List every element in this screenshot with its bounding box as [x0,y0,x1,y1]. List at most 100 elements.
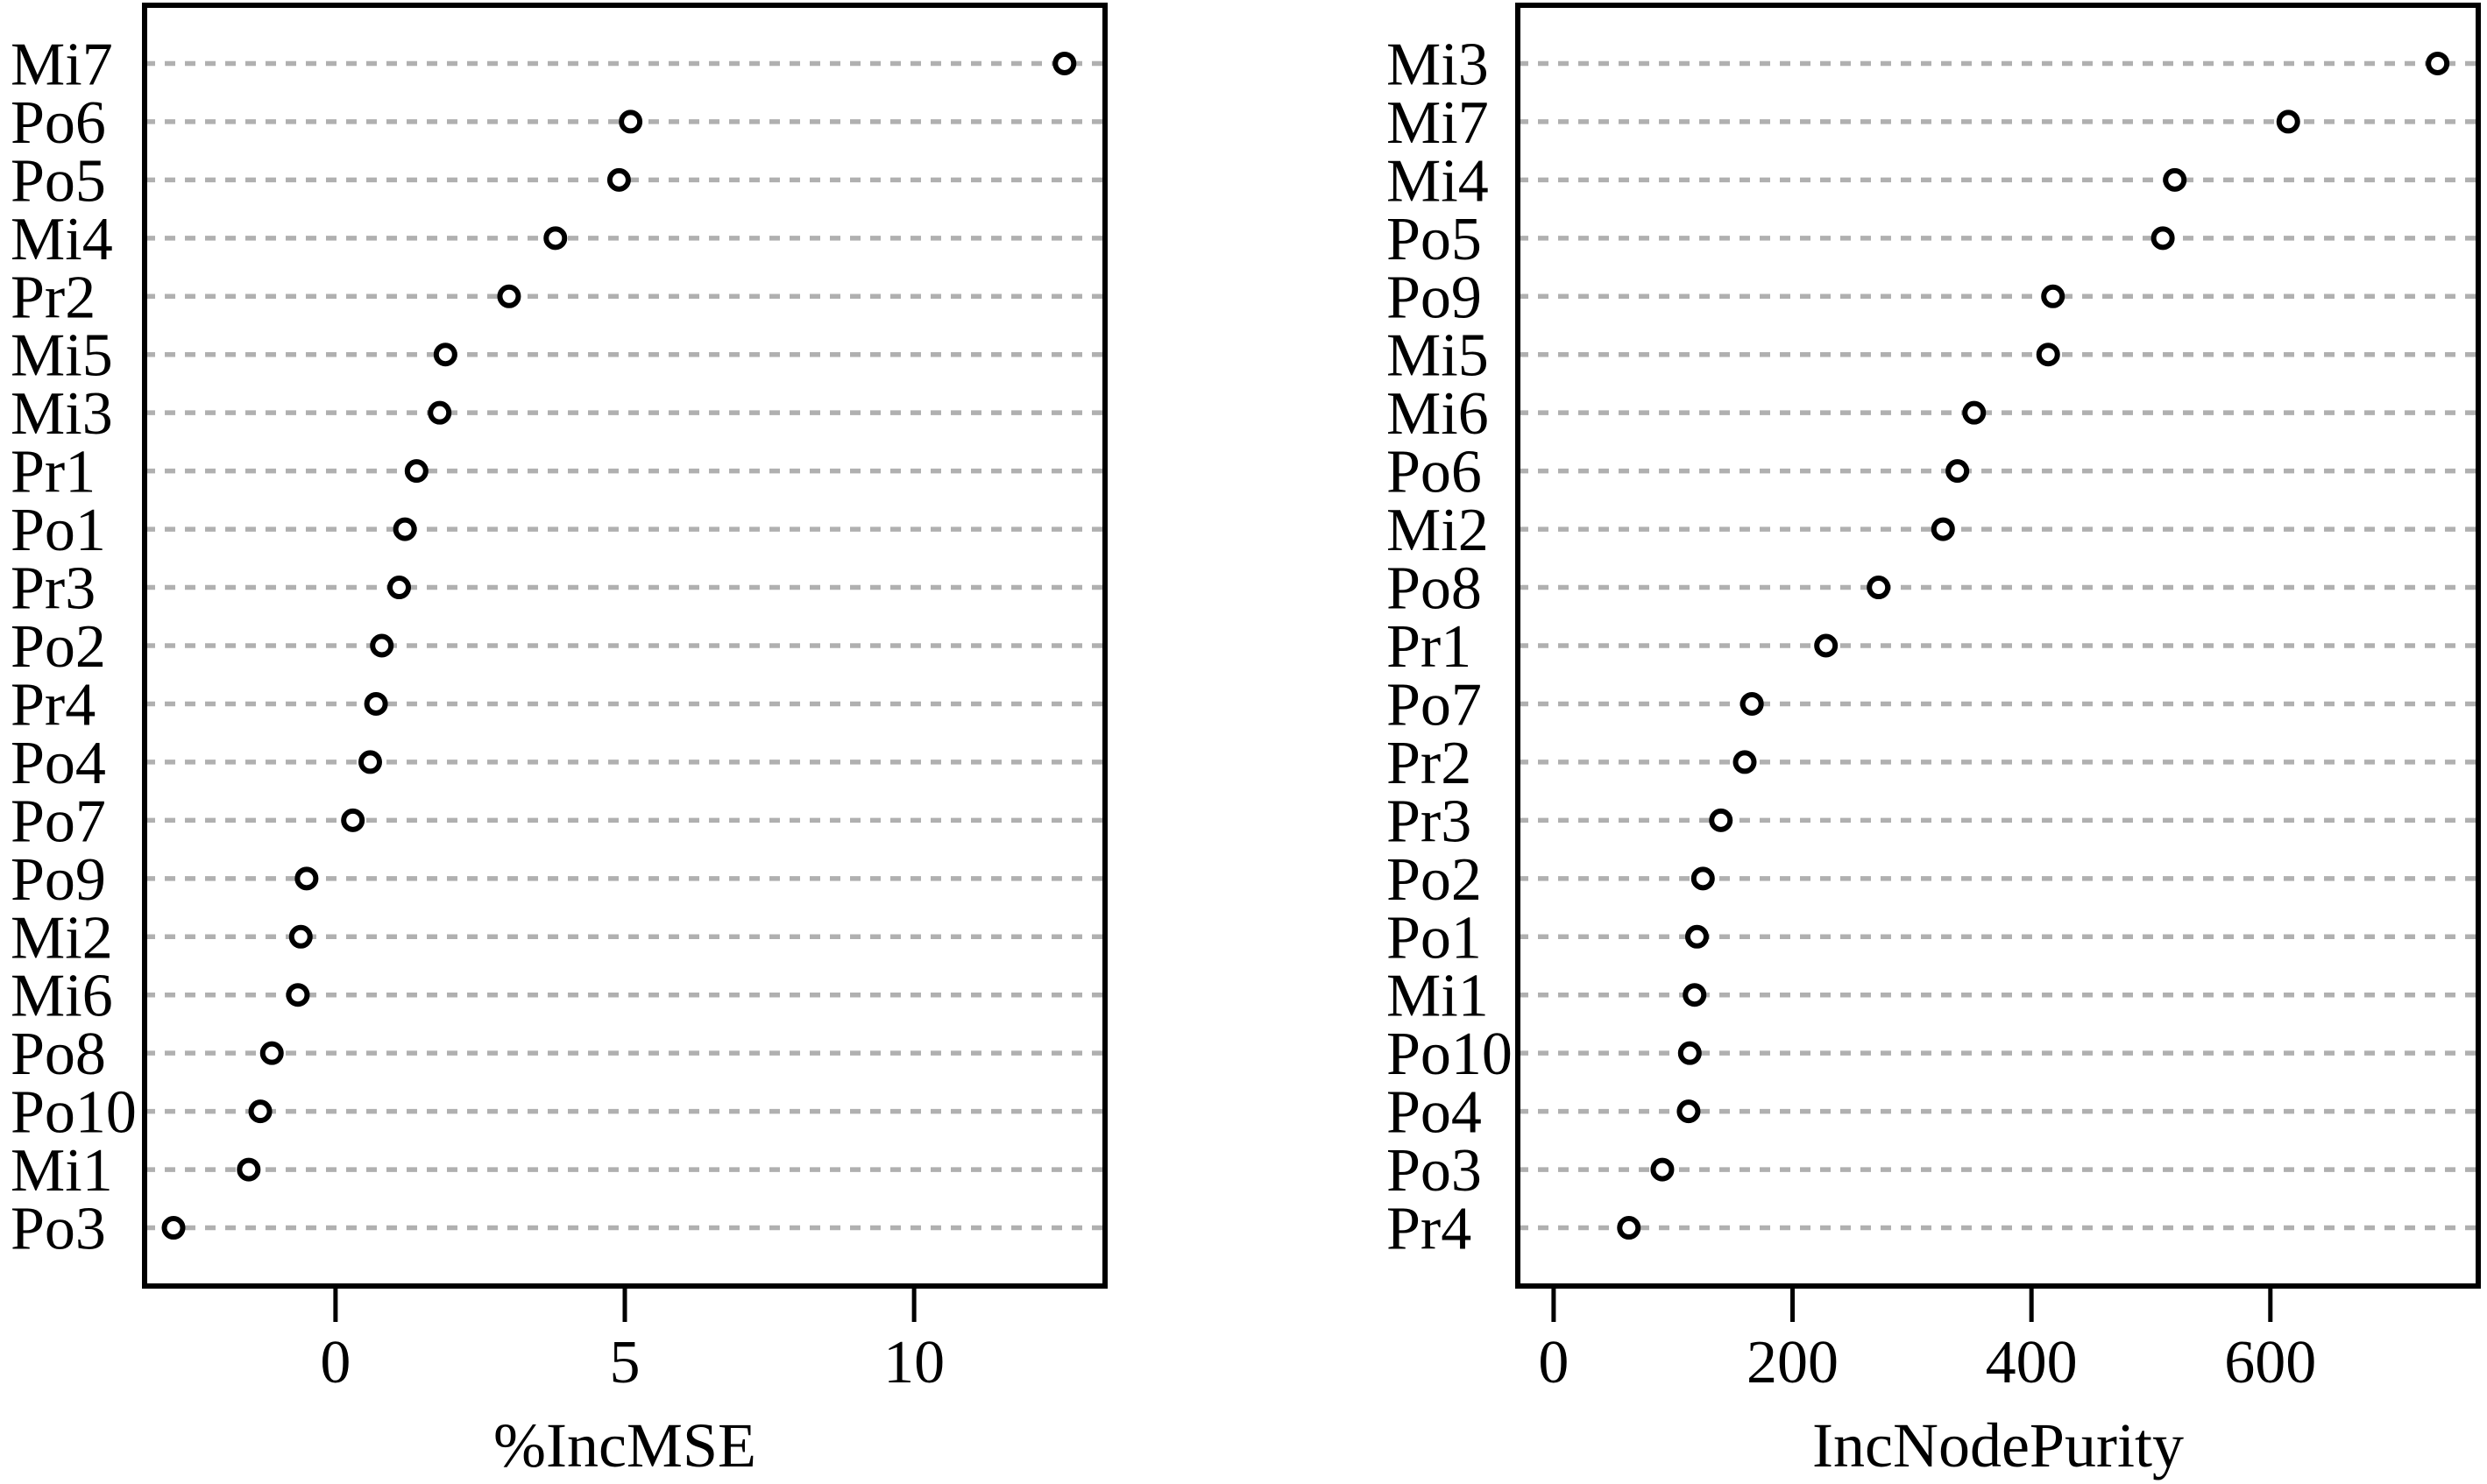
dot-row: Pr2 [1386,730,2478,797]
category-label: Po10 [11,1079,137,1147]
category-label: Po1 [11,497,106,564]
category-label: Pr2 [11,264,96,331]
dot-row: Mi3 [11,380,1105,448]
dot-row: Po5 [11,147,1105,215]
data-point [259,1041,284,1065]
data-point [387,576,412,600]
x-tick-label: 5 [610,1329,641,1396]
category-label: Po6 [11,89,106,157]
data-point [286,983,310,1007]
data-point [1962,400,1987,425]
plot-border [142,3,1108,1289]
dot-row: Mi1 [11,1137,1105,1205]
category-label: Po7 [11,788,106,855]
category-label: Mi1 [11,1137,113,1205]
dot-row: Po2 [11,613,1105,681]
dot-row: Pr4 [11,671,1105,738]
plot-border [1515,3,2481,1289]
dot-row: Pr1 [1386,613,2478,681]
category-label: Mi5 [11,322,113,390]
data-point [358,750,382,774]
dot-row: Mi3 [1386,31,2478,98]
dot-row: Mi7 [11,31,1105,98]
dot-row: Po9 [1386,264,2478,331]
x-tick-label: 0 [1538,1329,1569,1396]
data-point [364,691,388,716]
dot-row: Po6 [1386,439,2478,506]
dot-row: Pr3 [11,555,1105,623]
dot-row: Pr4 [1386,1196,2478,1263]
data-point [404,459,429,484]
category-label: Pr4 [1386,1196,1471,1263]
data-point [1676,1099,1701,1124]
dot-row: Mi4 [11,206,1105,273]
data-point [1617,1216,1641,1240]
x-tick-label: 600 [2224,1329,2316,1396]
data-point [288,924,313,949]
dot-row: Mi6 [11,963,1105,1030]
incnodepurity-panel: Mi3Mi7Mi4Po5Po9Mi5Mi6Po6Mi2Po8Pr1Po7Pr2P… [1386,3,2481,1480]
x-tick-label: 200 [1747,1329,1839,1396]
dot-row: Po1 [11,497,1105,564]
x-tick-label: 10 [883,1329,945,1396]
category-label: Mi6 [11,963,113,1030]
data-point [237,1157,261,1182]
dot-row: Po5 [1386,206,2478,273]
data-point [1690,866,1715,891]
data-point [1684,924,1709,949]
category-label: Mi7 [1386,89,1489,157]
data-point [2150,226,2175,251]
dot-row: Mi1 [1386,963,2478,1030]
dot-row: Mi7 [1386,89,2478,157]
category-label: Po7 [1386,671,1482,738]
x-tick-label: 400 [1986,1329,2078,1396]
category-label: Po8 [11,1021,106,1088]
category-label: Pr3 [1386,788,1471,855]
dot-row: Mi5 [1386,322,2478,390]
dot-row: Po10 [1386,1021,2478,1088]
data-point [433,343,457,367]
x-axis-title: %IncMSE [493,1410,756,1480]
dot-row: Po8 [1386,555,2478,623]
dot-row: Po2 [1386,846,2478,914]
data-point [497,284,521,308]
dot-row: Po10 [11,1079,1105,1147]
category-label: Mi1 [1386,963,1489,1030]
dot-row: Po8 [11,1021,1105,1088]
data-point [1052,51,1077,75]
dot-row: Po7 [11,788,1105,855]
category-label: Pr2 [1386,730,1471,797]
category-label: Po9 [11,846,106,914]
category-label: Mi5 [1386,322,1489,390]
data-point [1650,1157,1675,1182]
data-point [341,808,365,832]
category-label: Po1 [1386,904,1482,972]
dot-row: Po1 [1386,904,2478,972]
category-label: Po6 [1386,439,1482,506]
category-label: Pr1 [1386,613,1471,681]
category-label: Mi2 [11,904,113,972]
data-point [393,517,417,541]
data-point [1732,750,1757,774]
category-label: Mi2 [1386,497,1489,564]
dot-row: Mi2 [11,904,1105,972]
x-axis-title: IncNodePurity [1812,1410,2184,1480]
data-point [1931,517,1955,541]
category-label: Po2 [1386,846,1482,914]
category-label: Mi7 [11,31,113,98]
category-label: Mi6 [1386,380,1489,448]
category-label: Pr1 [11,439,96,506]
dot-row: Pr3 [1386,788,2478,855]
data-point [248,1099,273,1124]
data-point [543,226,568,251]
data-point [1945,459,1970,484]
data-point [161,1216,186,1240]
data-point [1709,808,1733,832]
data-point [428,400,452,425]
data-point [2163,167,2187,192]
category-label: Po8 [1386,555,1482,623]
category-label: Po5 [11,147,106,215]
data-point [1739,691,1764,716]
